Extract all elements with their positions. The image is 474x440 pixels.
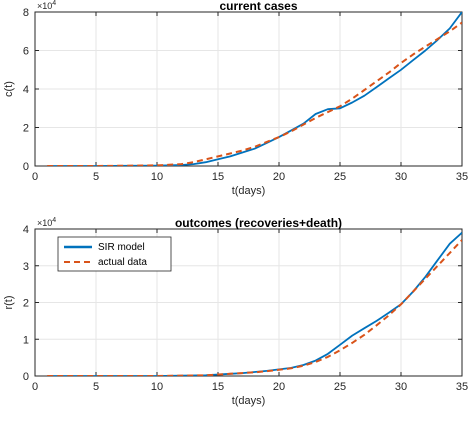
r-ytick-label-3: 3	[23, 261, 29, 273]
c-exponent-label: ×104	[37, 0, 56, 11]
c-series-line-actual-data	[47, 21, 462, 166]
c-xtick-label-5: 25	[334, 171, 346, 183]
c-xtick-label-2: 10	[151, 171, 163, 183]
c-ytick-label-4: 8	[23, 7, 29, 19]
c-ytick-label-1: 2	[23, 123, 29, 135]
c-xtick-label-1: 5	[93, 171, 99, 183]
r-ytick-label-1: 1	[23, 334, 29, 346]
c-xtick-label-7: 35	[456, 171, 468, 183]
r-xtick-label-0: 0	[32, 381, 38, 393]
r-series-line-actual-data	[47, 239, 462, 376]
r-ytick-label-2: 2	[23, 298, 29, 310]
r-exponent-label: ×104	[37, 217, 56, 228]
r-ytick-label-0: 0	[23, 371, 29, 383]
r-chart-title: outcomes (recoveries+death)	[175, 216, 342, 230]
r-xtick-label-2: 10	[151, 381, 163, 393]
c-ytick-label-0: 0	[23, 161, 29, 173]
legend-box	[57, 236, 172, 272]
r-xtick-label-3: 15	[212, 381, 224, 393]
c-y-axis-label: c(t)	[3, 81, 15, 97]
c-xtick-label-4: 20	[273, 171, 285, 183]
c-xtick-label-3: 15	[212, 171, 224, 183]
c-ytick-label-3: 6	[23, 46, 29, 58]
r-xtick-label-6: 30	[395, 381, 407, 393]
c-x-axis-label: t(days)	[232, 185, 266, 197]
c-xtick-label-6: 30	[395, 171, 407, 183]
r-y-axis-label: r(t)	[3, 295, 15, 309]
r-xtick-label-5: 25	[334, 381, 346, 393]
legend-label-actual-data: actual data	[98, 257, 147, 268]
r-xtick-label-4: 20	[273, 381, 285, 393]
outcomes-plot: 0 5 10 15 20 25 30 35 0 1 2 3 4 ×104 outcomes (recover…	[3, 216, 468, 407]
c-ytick-label-2: 4	[23, 84, 29, 96]
current-cases-plot: 0 5 10 15 20 25 30 35 0 2 4 6 8 ×104 current cases t(da…	[3, 0, 468, 197]
c-chart-title: current cases	[219, 0, 297, 13]
legend-label-sir-model: SIR model	[98, 242, 145, 253]
r-ytick-label-4: 4	[23, 224, 29, 236]
c-xtick-label-0: 0	[32, 171, 38, 183]
r-xtick-label-7: 35	[456, 381, 468, 393]
r-x-axis-label: t(days)	[232, 395, 266, 407]
r-xtick-label-1: 5	[93, 381, 99, 393]
